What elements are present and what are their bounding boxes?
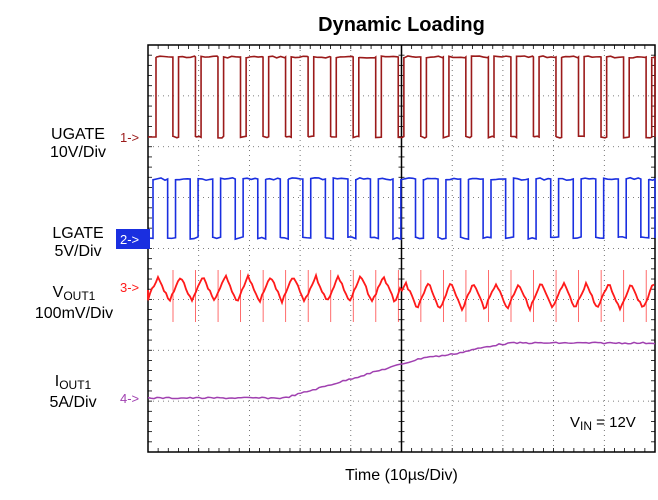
lgate-scale: 5V/Div	[54, 243, 102, 260]
vout-label: VOUT1 100mV/Div	[8, 284, 140, 323]
iout-subscript: OUT1	[59, 378, 92, 392]
channel-marker-2: 2->	[120, 232, 139, 247]
lgate-name: LGATE	[52, 225, 104, 242]
ugate-scale: 10V/Div	[49, 144, 107, 161]
channel-marker-4: 4->	[120, 391, 139, 406]
iout-name: I	[54, 373, 60, 390]
lgate-label: LGATE 5V/Div	[28, 225, 128, 261]
chart-title: Dynamic Loading	[318, 14, 485, 36]
vin-annotation: VIN = 12V	[570, 414, 636, 433]
vin-main: V	[570, 414, 581, 431]
channel-marker-3: 3->	[120, 280, 139, 295]
vout-subscript: OUT1	[63, 289, 96, 303]
vout-scale: 100mV/Div	[34, 305, 114, 322]
channel-marker-1: 1->	[120, 130, 139, 145]
iout-trace	[147, 341, 656, 400]
ugate-trace	[147, 55, 656, 140]
iout-scale: 5A/Div	[49, 394, 97, 411]
lgate-marker-box	[116, 229, 150, 249]
x-axis-label: Time (10µs/Div)	[345, 467, 458, 484]
vin-value: = 12V	[592, 414, 636, 431]
ugate-name: UGATE	[51, 126, 105, 143]
vout-trace	[147, 272, 655, 313]
vin-subscript: IN	[580, 419, 593, 433]
vout-name: V	[52, 284, 64, 301]
ugate-label: UGATE 10V/Div	[28, 126, 128, 162]
channel-markers: 1-> 2-> 3-> 4->	[116, 130, 150, 406]
lgate-trace	[147, 176, 656, 241]
iout-label: IOUT1 5A/Div	[23, 373, 123, 412]
waveform-traces	[147, 55, 656, 400]
